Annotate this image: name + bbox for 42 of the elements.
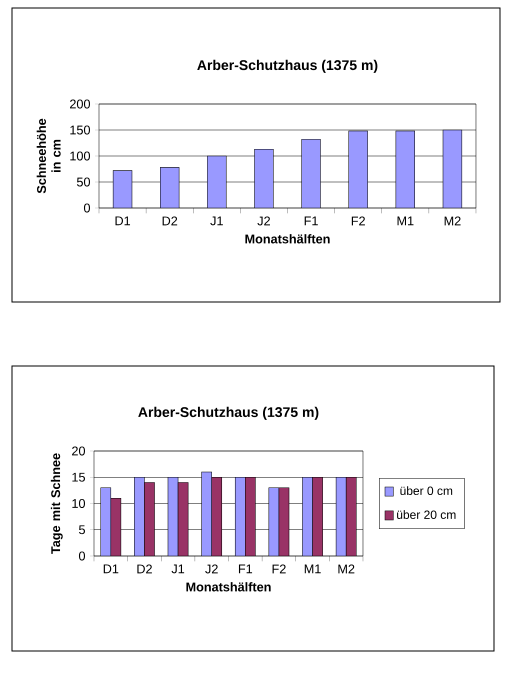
y-tick-label: 20	[72, 446, 86, 456]
y-axis-title: Schneehöhe in cm	[36, 118, 61, 194]
bar	[348, 130, 368, 208]
chart-title: Arber-Schutzhaus (1375 m)	[197, 60, 378, 73]
y-tick-label: 50	[76, 178, 90, 186]
x-tick-label: M2	[338, 564, 354, 574]
y-tick-label: 10	[72, 499, 86, 508]
legend-label: über 0 cm	[400, 486, 452, 496]
y-tick-label: 0	[78, 552, 86, 560]
bar	[396, 130, 415, 208]
legend-label: über 20 cm	[397, 510, 456, 519]
bar	[254, 148, 274, 208]
y-tick-label: 15	[72, 472, 85, 482]
x-tick-label: D2	[162, 216, 178, 226]
x-tick-label: D1	[116, 216, 130, 226]
y-tick-label: 5	[78, 525, 85, 534]
x-tick-label: M1	[398, 216, 414, 226]
x-tick-label: F2	[352, 216, 365, 226]
x-tick-label: J1	[172, 564, 184, 574]
x-tick-label: D1	[104, 564, 118, 574]
bar	[160, 167, 180, 208]
x-tick-label: F2	[272, 564, 286, 574]
bar	[112, 170, 132, 208]
y-tick-label: 150	[70, 126, 90, 134]
x-tick-label: J1	[210, 216, 223, 226]
x-axis-title: Monatshälften	[186, 582, 271, 592]
x-tick-label: M2	[444, 216, 461, 226]
bar	[301, 139, 321, 208]
x-tick-label: J2	[205, 564, 218, 574]
x-tick-label: M1	[304, 564, 321, 574]
y-tick-label: 200	[70, 100, 90, 108]
x-tick-label: J2	[257, 216, 270, 226]
x-axis-title: Monatshälften	[245, 234, 330, 244]
x-tick-label: F1	[238, 564, 252, 574]
y-tick-label: 100	[70, 152, 90, 160]
x-tick-label: D2	[137, 564, 152, 574]
y-axis-title: Tage mit Schnee	[50, 453, 63, 554]
y-tick-label: 0	[84, 204, 90, 212]
bar	[442, 130, 462, 208]
chart-title: Arber-Schutzhaus (1375 m)	[138, 406, 318, 420]
bar	[207, 156, 226, 208]
x-tick-label: F1	[304, 216, 318, 226]
